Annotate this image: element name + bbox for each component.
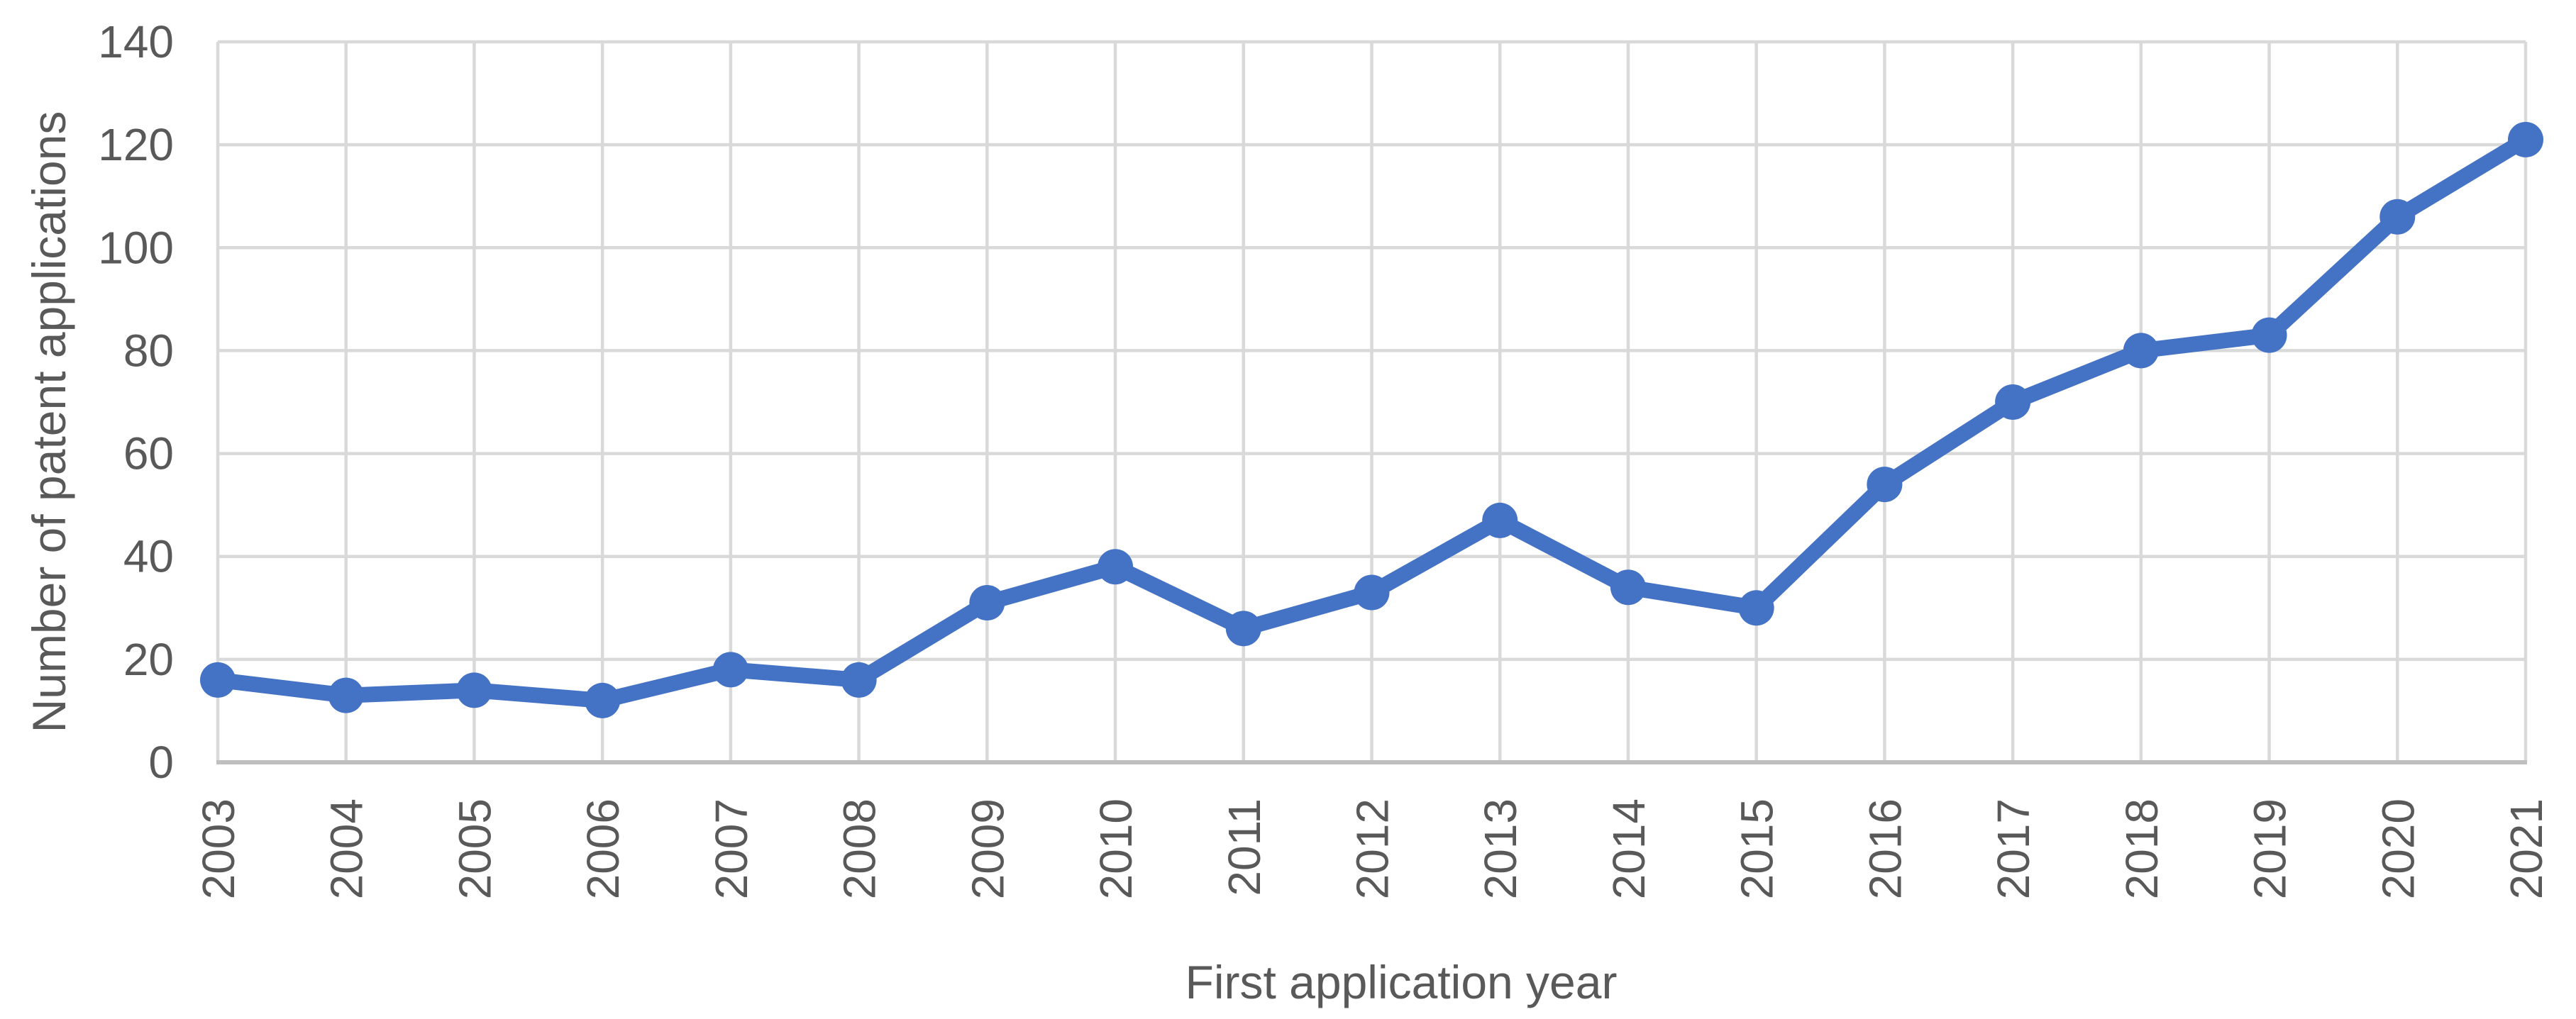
y-tick-label: 0: [148, 737, 174, 788]
vertical-gridlines: [216, 42, 2528, 762]
data-point-marker: [328, 677, 364, 713]
y-tick-label: 140: [98, 16, 174, 67]
x-axis-tick-labels: 2003 2004 2005 2006 2007 2008 2009 2010 2011 2012…: [193, 798, 2552, 899]
data-point-marker: [585, 682, 621, 718]
x-tick-label: 2011: [1219, 798, 1270, 896]
x-tick-label: 2003: [193, 798, 244, 899]
y-axis-title: Number of patent applications: [23, 111, 75, 733]
data-point-marker: [2123, 333, 2159, 369]
data-point-marker: [841, 662, 877, 698]
x-tick-label: 2007: [706, 798, 757, 899]
x-tick-label: 2012: [1347, 798, 1398, 899]
data-point-marker: [1225, 611, 1261, 647]
y-tick-label: 40: [123, 531, 174, 582]
data-point-marker: [1098, 549, 1134, 585]
y-tick-label: 20: [123, 634, 174, 685]
data-series-layer: [200, 121, 2543, 718]
data-point-marker: [969, 585, 1005, 621]
x-tick-label: 2008: [834, 798, 885, 899]
x-tick-label: 2013: [1475, 798, 1526, 899]
data-point-marker: [2379, 199, 2416, 235]
data-point-marker: [2251, 317, 2287, 353]
y-axis-tick-labels: 0 20 40 60 80 100 120 140: [98, 16, 174, 788]
y-tick-label: 60: [123, 428, 174, 479]
data-point-marker: [1354, 574, 1390, 611]
data-point-marker: [456, 672, 492, 708]
x-tick-label: 2021: [2501, 798, 2552, 899]
data-point-marker: [200, 662, 236, 698]
x-tick-label: 2016: [1859, 798, 1911, 899]
x-tick-label: 2010: [1090, 798, 1141, 899]
y-tick-label: 100: [98, 222, 174, 273]
data-point-marker: [1738, 590, 1774, 626]
x-tick-label: 2019: [2245, 798, 2296, 899]
x-tick-label: 2020: [2372, 798, 2423, 899]
x-axis-title: First application year: [1185, 956, 1618, 1008]
data-point-marker: [1867, 467, 1903, 503]
data-point-marker: [2508, 121, 2543, 157]
x-tick-label: 2005: [449, 798, 500, 899]
data-point-marker: [1995, 384, 2031, 420]
x-tick-label: 2017: [1988, 798, 2039, 899]
y-tick-label: 120: [98, 119, 174, 170]
data-point-marker: [712, 652, 748, 688]
x-tick-label: 2009: [962, 798, 1013, 899]
data-point-marker: [1610, 569, 1646, 606]
data-point-marker: [1482, 502, 1518, 538]
x-tick-label: 2015: [1732, 798, 1783, 899]
x-tick-label: 2018: [2116, 798, 2167, 899]
x-tick-label: 2006: [577, 798, 629, 899]
y-tick-label: 80: [123, 325, 174, 376]
x-tick-label: 2004: [321, 798, 372, 899]
x-tick-label: 2014: [1603, 798, 1654, 899]
